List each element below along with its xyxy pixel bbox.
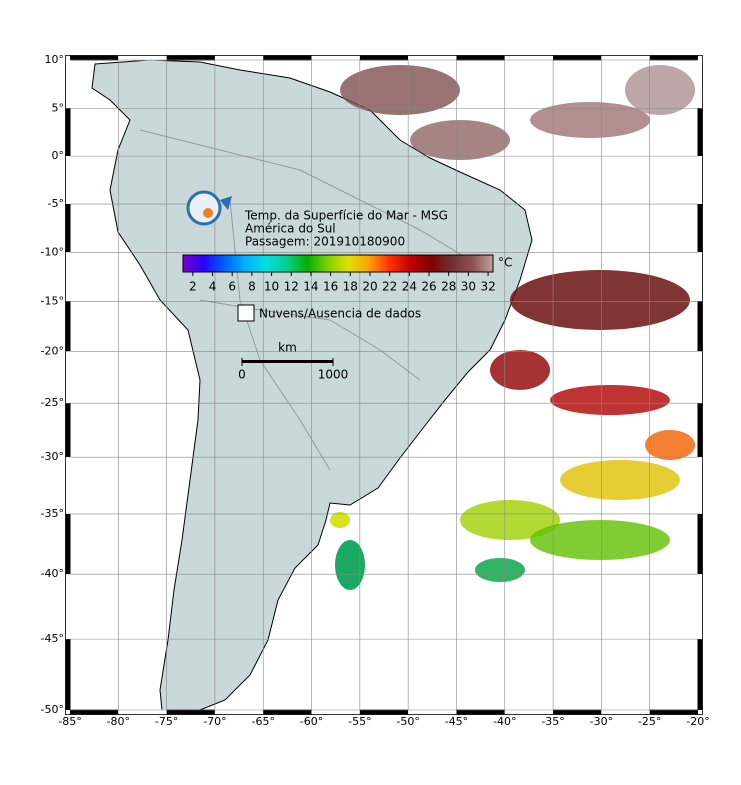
graticule: [65, 55, 703, 715]
scale-label: 0: [238, 368, 246, 382]
lat-label: 0°: [52, 149, 65, 162]
colorbar-label: 16: [323, 280, 338, 294]
sst-patch: [530, 102, 650, 138]
colorbar-label: 4: [209, 280, 217, 294]
logo-arrow: [220, 196, 232, 210]
scale-unit: km: [278, 341, 297, 355]
colorbar-label: 24: [402, 280, 417, 294]
lat-label: -25°: [41, 396, 64, 409]
lat-label: -35°: [41, 507, 64, 520]
sst-patch: [410, 120, 510, 160]
lat-label: -40°: [41, 567, 64, 580]
lat-label: 5°: [52, 101, 65, 114]
lon-label: -85°: [58, 715, 81, 728]
lon-label: -70°: [203, 715, 226, 728]
colorbar-label: 28: [441, 280, 456, 294]
colorbar-label: 20: [362, 280, 377, 294]
legend-label: Nuvens/Ausencia de dados: [259, 307, 421, 321]
lon-label: -45°: [445, 715, 468, 728]
lon-label: -20°: [686, 715, 709, 728]
colorbar: 2 4 6 8 10 12 14 16 18 20 22 24 26 28 30 32°C: [182, 254, 512, 294]
pass-time: Passagem: 201910180900: [245, 235, 405, 249]
colorbar-label: 14: [303, 280, 318, 294]
lat-label: -15°: [41, 294, 64, 307]
sst-patch: [625, 65, 695, 115]
lat-label: -20°: [41, 344, 64, 357]
colorbar-label: 8: [248, 280, 256, 294]
legend-swatch: [237, 304, 255, 322]
logo-ring: [186, 190, 222, 226]
sst-patch: [560, 460, 680, 500]
lon-label: -40°: [493, 715, 516, 728]
sst-patch: [340, 65, 460, 115]
sst-patch: [460, 500, 560, 540]
scale-bar: km 0 1000: [238, 341, 348, 382]
lon-label: -55°: [348, 715, 371, 728]
lat-label: -5°: [48, 197, 64, 210]
sst-patch: [510, 270, 690, 330]
colorbar-label: 12: [284, 280, 299, 294]
lat-label: 10°: [45, 53, 65, 66]
subtitle: América do Sul: [245, 222, 336, 236]
scale-label: 1000: [318, 368, 349, 382]
scale-bar-rect: [242, 360, 333, 363]
sst-patch: [475, 558, 525, 582]
colorbar-label: 2: [189, 280, 197, 294]
lat-label: -50°: [41, 703, 64, 716]
sst-patches: [330, 65, 695, 590]
sst-patch: [530, 520, 670, 560]
lon-label: -35°: [541, 715, 564, 728]
logo: [186, 190, 232, 226]
sst-patch: [335, 540, 365, 590]
colorbar-label: 10: [264, 280, 279, 294]
colorbar-label: 22: [382, 280, 397, 294]
lon-label: -65°: [251, 715, 274, 728]
colorbar-label: 6: [228, 280, 236, 294]
lon-label: -75°: [155, 715, 178, 728]
lat-label: -10°: [41, 245, 64, 258]
lon-label: -25°: [638, 715, 661, 728]
colorbar-unit: °C: [498, 256, 512, 270]
frame: [65, 55, 703, 715]
colorbar-label: 18: [343, 280, 358, 294]
sst-patch: [550, 385, 670, 415]
colorbar-bar: [182, 254, 494, 273]
lat-label: -30°: [41, 450, 64, 463]
lon-label: -60°: [300, 715, 323, 728]
lon-label: -80°: [107, 715, 130, 728]
sst-patch: [330, 512, 350, 528]
logo-dot: [203, 208, 213, 218]
sst-patch: [490, 350, 550, 390]
title: Temp. da Superfície do Mar - MSG: [244, 209, 448, 223]
sst-patch: [645, 430, 695, 460]
colorbar-label: 32: [480, 280, 495, 294]
colorbar-label: 30: [461, 280, 476, 294]
lat-label: -45°: [41, 632, 64, 645]
lon-label: -30°: [590, 715, 613, 728]
colorbar-label: 26: [421, 280, 436, 294]
lon-label: -50°: [396, 715, 419, 728]
